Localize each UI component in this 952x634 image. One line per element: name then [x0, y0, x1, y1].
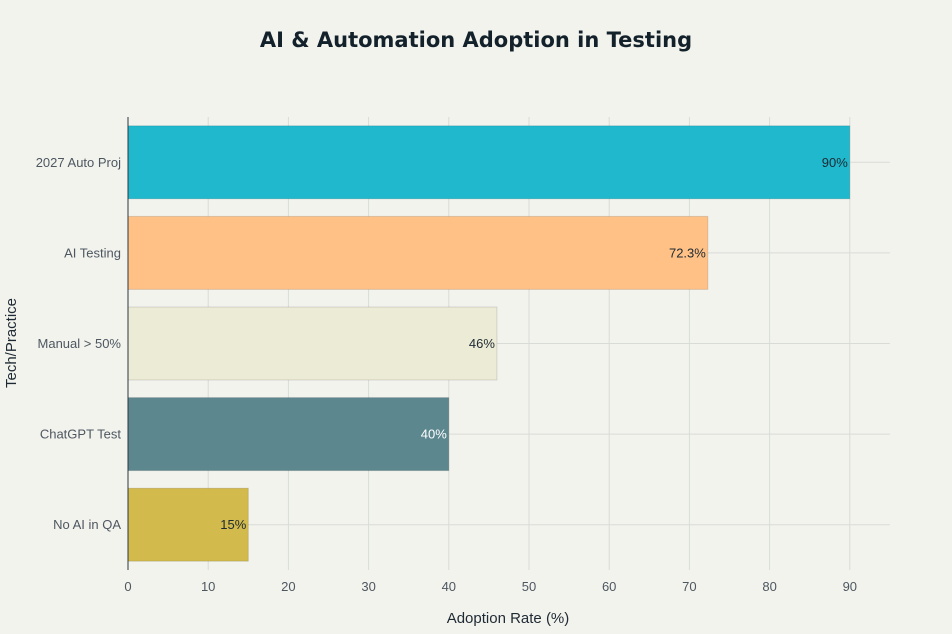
bar-value-label: 15%	[220, 517, 246, 532]
x-axis-ticks: 0 10 20 30 40 50 60 70 80 90	[124, 579, 857, 594]
bars: 90% 72.3% 46% 40% 15%	[127, 125, 851, 562]
x-tick-label: 40	[442, 579, 456, 594]
bar	[127, 397, 450, 472]
x-tick-label: 30	[361, 579, 375, 594]
y-axis-categories: 2027 Auto Proj AI Testing Manual > 50% Chat…	[36, 155, 122, 532]
y-category-label: Manual > 50%	[38, 336, 122, 351]
bar	[127, 487, 249, 562]
x-tick-label: 80	[762, 579, 776, 594]
y-category-label: AI Testing	[64, 245, 121, 260]
y-category-label: 2027 Auto Proj	[36, 155, 121, 170]
bar-value-label: 40%	[421, 427, 447, 442]
bar-value-label: 46%	[469, 336, 495, 351]
x-tick-label: 0	[124, 579, 131, 594]
x-axis-title: Adoption Rate (%)	[447, 610, 570, 627]
y-category-label: ChatGPT Test	[40, 427, 122, 442]
x-tick-label: 10	[201, 579, 215, 594]
bar-value-label: 72.3%	[669, 245, 706, 260]
x-tick-label: 60	[602, 579, 616, 594]
x-tick-label: 20	[281, 579, 295, 594]
y-axis-title: Tech/Practice	[3, 298, 20, 388]
x-tick-label: 90	[843, 579, 857, 594]
bar-value-label: 90%	[822, 155, 848, 170]
bar	[127, 306, 498, 381]
bar	[127, 125, 851, 200]
x-tick-label: 70	[682, 579, 696, 594]
chart-title: AI & Automation Adoption in Testing	[260, 28, 692, 52]
bar	[127, 215, 709, 290]
x-tick-label: 50	[522, 579, 536, 594]
y-category-label: No AI in QA	[53, 517, 121, 532]
